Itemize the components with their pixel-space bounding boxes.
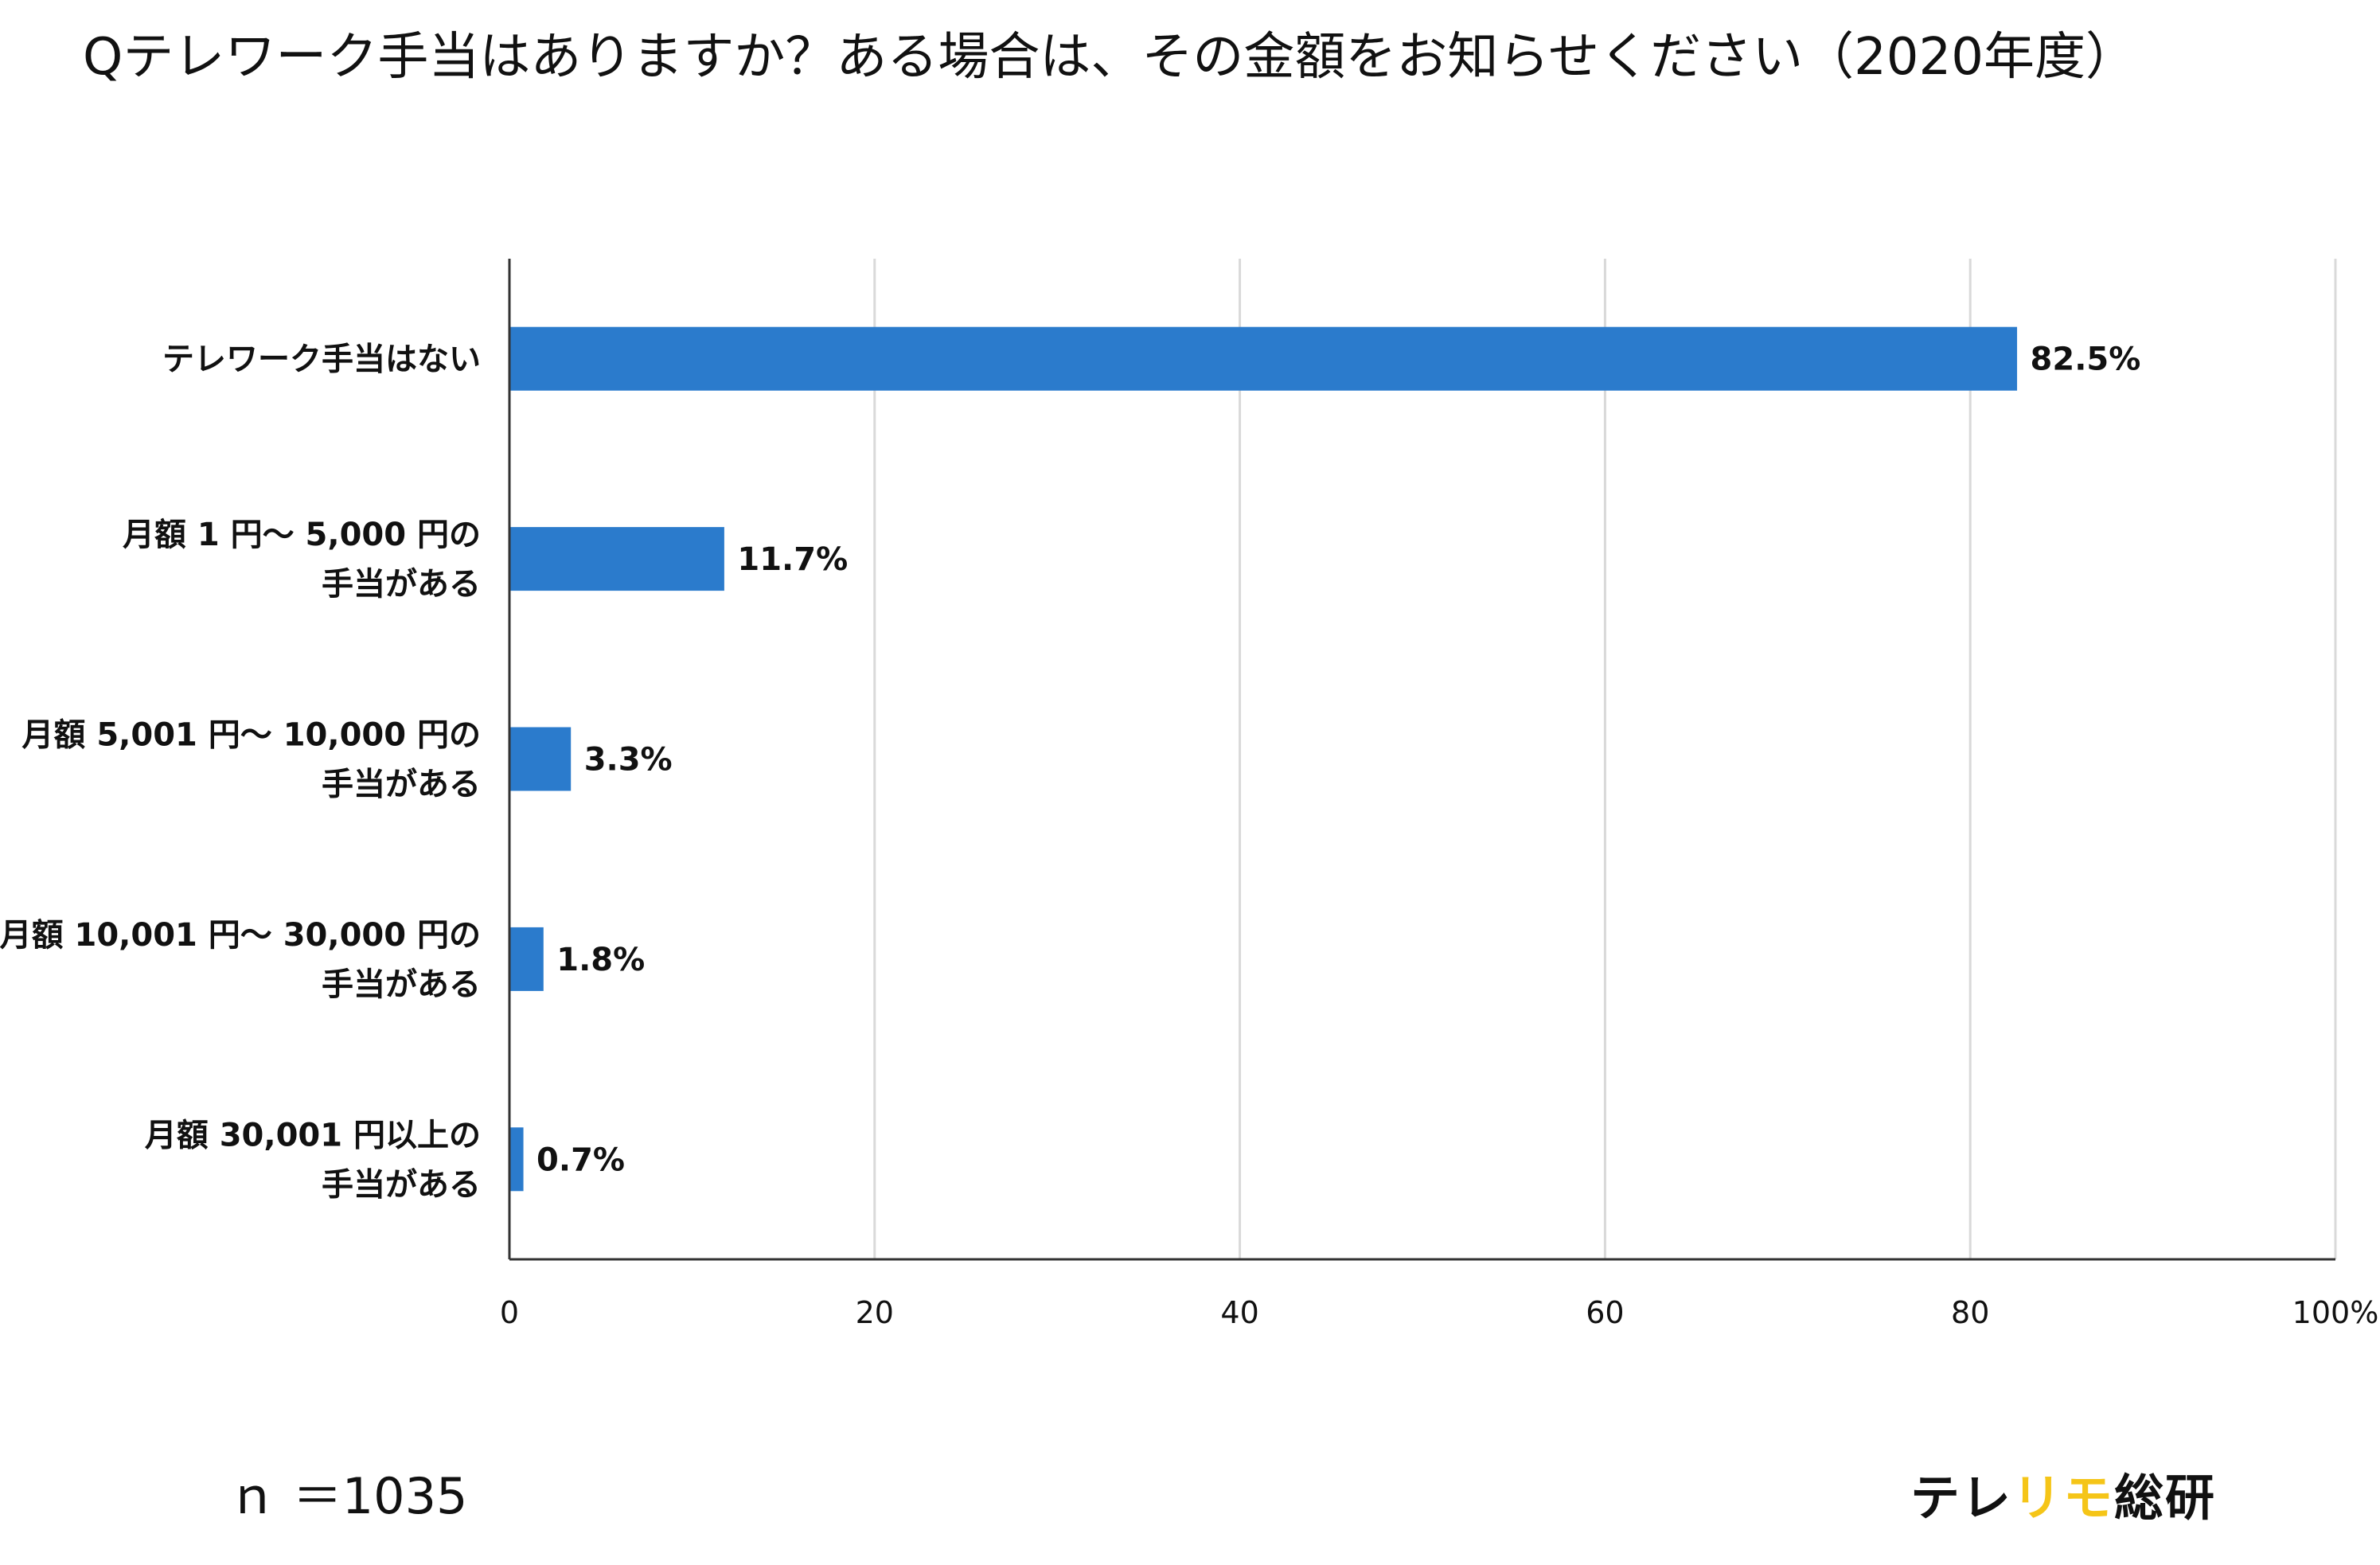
value-label-0: 82.5% — [2031, 341, 2141, 378]
logo-part-souken: 総研 — [2114, 1469, 2217, 1527]
category-label-3-0: 月額 10,001 円～ 30,000 円の — [0, 917, 481, 954]
logo-part-tele: テレ — [1910, 1469, 2013, 1527]
category-label-2-0: 月額 5,001 円～ 10,000 円の — [21, 717, 481, 754]
chart-title: Qテレワーク手当はありますか？ある場合は、その金額をお知らせください（2020年… — [83, 28, 2136, 87]
x-tick-label-80: 80 — [1951, 1295, 1989, 1330]
category-label-1-1: 手当がある — [322, 566, 481, 603]
x-tick-label-40: 40 — [1220, 1295, 1258, 1330]
value-label-2: 3.3% — [584, 742, 673, 779]
value-label-3: 1.8% — [556, 942, 645, 978]
bar-4 — [510, 1127, 524, 1192]
x-tick-label-20: 20 — [856, 1295, 894, 1330]
bar-1 — [510, 527, 724, 591]
category-label-4-1: 手当がある — [322, 1166, 481, 1203]
bars — [510, 326, 2018, 1192]
x-tick-label-0: 0 — [500, 1295, 519, 1330]
brand-logo: テレリモ総研 — [1910, 1466, 2216, 1530]
bar-chart: 0 20 40 60 80 100% 82.5% テレワーク手当はない 11.7% 月額 1 円～… — [0, 259, 2378, 1330]
logo-part-rimo: リモ — [2012, 1469, 2115, 1527]
bar-2 — [510, 727, 572, 791]
bar-0 — [510, 326, 2018, 391]
axes — [508, 259, 2335, 1261]
category-label-2-1: 手当がある — [322, 767, 481, 803]
labels: 0 20 40 60 80 100% 82.5% テレワーク手当はない 11.7% 月額 1 円～… — [0, 341, 2378, 1330]
gridlines — [873, 259, 2337, 1259]
bar-3 — [510, 927, 544, 991]
x-tick-label-100: 100% — [2292, 1295, 2379, 1330]
category-label-0-0: テレワーク手当はない — [162, 341, 481, 378]
value-label-1: 11.7% — [737, 541, 848, 578]
category-label-1-0: 月額 1 円～ 5,000 円の — [123, 517, 481, 553]
category-label-3-1: 手当がある — [322, 966, 481, 1003]
value-label-4: 0.7% — [536, 1142, 625, 1178]
x-tick-label-60: 60 — [1586, 1295, 1624, 1330]
category-label-4-0: 月額 30,001 円以上の — [145, 1117, 481, 1153]
sample-size-note: ｎ ＝1035 — [228, 1467, 468, 1525]
